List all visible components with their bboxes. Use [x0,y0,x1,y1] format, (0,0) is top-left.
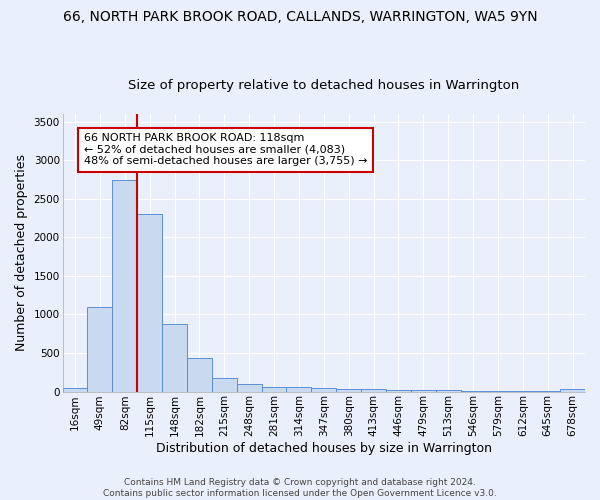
Y-axis label: Number of detached properties: Number of detached properties [15,154,28,352]
Bar [62,388,88,392]
Bar [361,389,386,392]
Bar [88,306,112,392]
Bar [212,378,237,392]
Bar [436,390,461,392]
Bar [336,389,361,392]
Text: 66, NORTH PARK BROOK ROAD, CALLANDS, WARRINGTON, WA5 9YN: 66, NORTH PARK BROOK ROAD, CALLANDS, WAR… [62,10,538,24]
Bar [237,384,262,392]
Bar [187,358,212,392]
Bar [137,214,162,392]
X-axis label: Distribution of detached houses by size in Warrington: Distribution of detached houses by size … [156,442,492,455]
Title: Size of property relative to detached houses in Warrington: Size of property relative to detached ho… [128,79,520,92]
Bar [262,387,286,392]
Bar [560,389,585,392]
Bar [511,391,535,392]
Bar [112,180,137,392]
Text: Contains HM Land Registry data © Crown copyright and database right 2024.
Contai: Contains HM Land Registry data © Crown c… [103,478,497,498]
Text: 66 NORTH PARK BROOK ROAD: 118sqm
← 52% of detached houses are smaller (4,083)
48: 66 NORTH PARK BROOK ROAD: 118sqm ← 52% o… [84,134,367,166]
Bar [162,324,187,392]
Bar [386,390,411,392]
Bar [286,388,311,392]
Bar [461,391,485,392]
Bar [485,391,511,392]
Bar [311,388,336,392]
Bar [411,390,436,392]
